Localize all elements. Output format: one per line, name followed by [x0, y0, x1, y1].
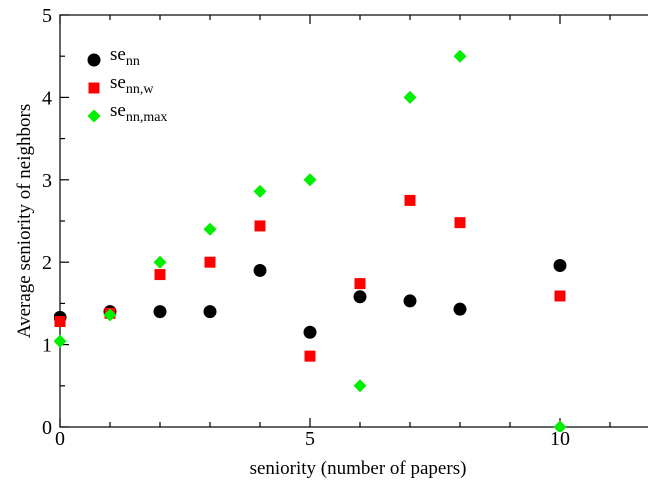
- y-tick-label: 0: [42, 417, 52, 439]
- legend-label-base: se: [110, 72, 126, 93]
- x-tick-label: 5: [305, 428, 315, 450]
- y-tick-label: 5: [42, 5, 52, 27]
- y-tick-label: 3: [42, 170, 52, 192]
- axis-ticks: [59, 14, 611, 428]
- x-axis-label: seniority (number of papers): [250, 458, 467, 479]
- diamond-point: [403, 90, 417, 104]
- legend-entry: senn,w: [88, 72, 154, 97]
- diamond-point: [303, 173, 317, 187]
- legend-label: senn: [110, 44, 140, 69]
- legend-entry: senn: [87, 44, 140, 69]
- circle-point: [353, 290, 367, 304]
- square-point: [404, 194, 416, 206]
- square-point: [554, 290, 566, 302]
- legend-label-subscript: nn: [126, 54, 140, 69]
- diamond-point: [54, 334, 67, 348]
- circle-point: [303, 325, 317, 339]
- x-tick-label: 0: [55, 428, 65, 450]
- square-point: [154, 269, 166, 281]
- legend-marker-diamond: [87, 109, 101, 123]
- diamond-point: [153, 255, 167, 269]
- series-diamond: [54, 49, 567, 432]
- legend-label-base: se: [110, 44, 126, 65]
- square-point: [354, 278, 366, 290]
- circle-point: [253, 263, 267, 277]
- legend-label-subscript: nn,w: [126, 82, 155, 97]
- circle-point: [553, 258, 567, 272]
- circle-point: [203, 305, 217, 319]
- legend-label-subscript: nn,max: [126, 110, 168, 125]
- square-point: [254, 220, 266, 232]
- y-tick-label: 1: [42, 335, 52, 357]
- legend-label: senn,w: [110, 72, 154, 97]
- legend-label: senn,max: [110, 100, 167, 125]
- y-axis-label: Average seniority of neighbors: [14, 104, 35, 338]
- data-points: [54, 49, 567, 432]
- diamond-point: [453, 49, 467, 63]
- y-tick-label: 2: [42, 252, 52, 274]
- legend-entry: senn,max: [87, 100, 167, 125]
- diamond-point: [103, 308, 117, 322]
- diamond-point: [203, 222, 217, 236]
- circle-point: [403, 294, 417, 308]
- diamond-point: [353, 379, 367, 393]
- y-tick-label: 4: [42, 87, 52, 109]
- axis-tick-labels: 0 5 10 0 1 2 3 4 5: [42, 5, 570, 450]
- legend-label-base: se: [110, 100, 126, 121]
- legend-marker-circle: [87, 53, 101, 67]
- diamond-point: [253, 184, 267, 198]
- x-tick-label: 10: [550, 428, 570, 450]
- square-point: [54, 316, 66, 328]
- square-point: [454, 217, 466, 229]
- legend-marker-square: [88, 82, 100, 94]
- circle-point: [453, 302, 467, 316]
- square-point: [304, 350, 316, 362]
- series-square: [54, 194, 566, 362]
- plot-frame: [59, 14, 648, 428]
- circle-point: [153, 305, 167, 319]
- square-point: [204, 256, 216, 268]
- diamond-point: [553, 420, 567, 432]
